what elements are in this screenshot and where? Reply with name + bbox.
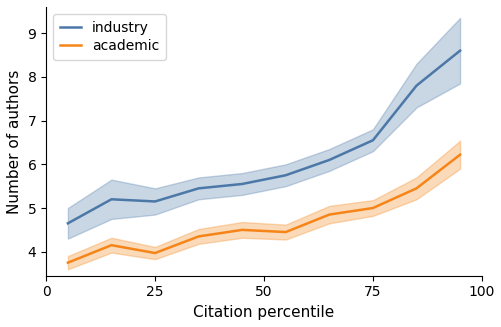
industry [65,221,71,225]
academic [152,251,158,255]
academic [108,243,114,247]
industry [195,186,201,190]
academic [369,206,375,210]
Legend: industry, academic: industry, academic [53,14,166,60]
industry [456,49,462,53]
academic [456,153,462,157]
academic [282,230,288,234]
industry [282,173,288,177]
Line: academic: academic [68,155,459,263]
Y-axis label: Number of authors: Number of authors [7,69,22,214]
academic [238,228,244,232]
academic [65,261,71,265]
industry [369,138,375,142]
industry [108,197,114,201]
industry [238,182,244,186]
Line: industry: industry [68,51,459,223]
academic [195,234,201,238]
academic [413,186,419,190]
industry [152,199,158,203]
industry [413,84,419,88]
X-axis label: Citation percentile: Citation percentile [193,305,334,320]
academic [326,213,332,216]
industry [326,158,332,162]
